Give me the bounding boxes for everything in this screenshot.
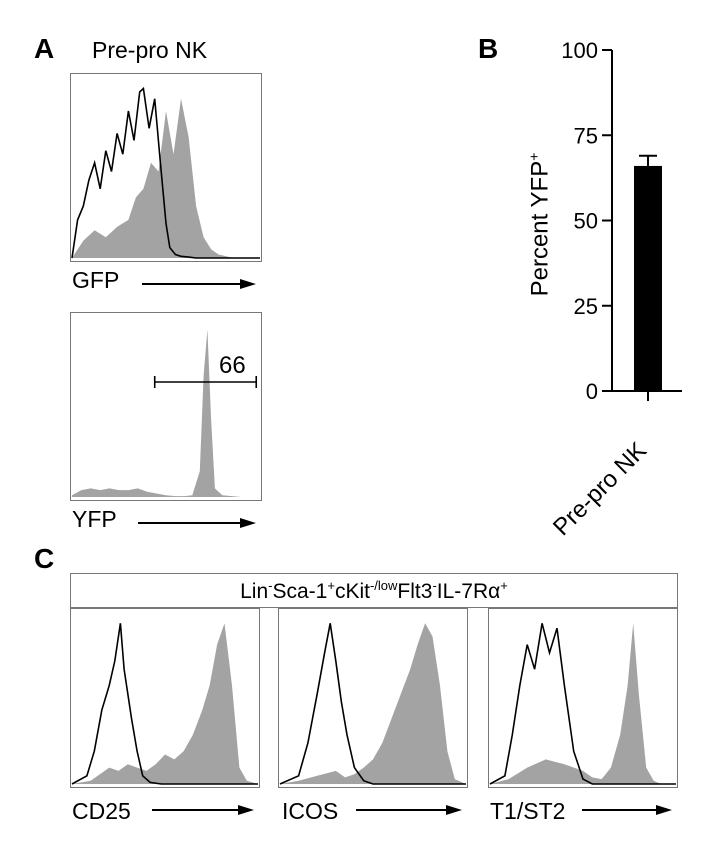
gfp-axis-label: GFP xyxy=(72,267,120,293)
t1st2-axis-arrow-head xyxy=(656,805,672,815)
gate-part-2: cKit-/low xyxy=(334,577,398,603)
panel-letter-c: C xyxy=(34,543,55,574)
yfp-filled-histogram xyxy=(72,329,260,497)
cd25-axis-arrow-head xyxy=(238,805,254,815)
bar-y-tick-label-75: 75 xyxy=(574,123,598,148)
panel-letter-a: A xyxy=(34,33,55,64)
bar-pre-pro-nk xyxy=(634,165,662,391)
gate-part-4: IL-7Rα+ xyxy=(436,577,508,603)
t1st2-histogram-frame xyxy=(488,608,678,788)
bar-y-tick-label-25: 25 xyxy=(574,294,598,319)
gate-part-3: Flt3- xyxy=(397,577,437,603)
gate-part-0: Lin- xyxy=(240,577,273,603)
cd25-outline-histogram xyxy=(71,623,258,785)
gate-part-1: Sca-1+ xyxy=(272,577,335,603)
cd25-axis-label: CD25 xyxy=(72,798,131,824)
icos-axis-label: ICOS xyxy=(282,798,339,824)
cd25-filled-histogram xyxy=(72,623,258,784)
icos-filled-histogram xyxy=(280,623,466,784)
panel-a-title: Pre-pro NK xyxy=(92,37,208,63)
bar-y-tick-label-0: 0 xyxy=(586,379,598,404)
gfp-axis-arrow-head xyxy=(240,279,256,289)
icos-outline-histogram xyxy=(279,623,466,785)
bar-y-tick-label-100: 100 xyxy=(561,38,598,63)
bar-y-tick-label-50: 50 xyxy=(574,209,598,234)
yfp-histogram-frame xyxy=(70,312,262,501)
yfp-axis-arrow-head xyxy=(240,518,256,528)
t1st2-outline-histogram xyxy=(489,623,676,785)
population-gate-banner: Lin- Sca-1+ cKit-/low Flt3- IL-7Rα+ xyxy=(70,573,678,608)
t1st2-filled-histogram xyxy=(490,623,676,784)
icos-axis-arrow-head xyxy=(446,805,462,815)
yfp-gate-percent: 66 xyxy=(219,352,246,379)
gfp-outline-histogram xyxy=(71,86,260,259)
panel-letter-b: B xyxy=(478,33,499,64)
gfp-filled-histogram xyxy=(72,98,260,258)
yfp-axis-label: YFP xyxy=(72,506,117,532)
t1st2-axis-label: T1/ST2 xyxy=(490,798,566,824)
